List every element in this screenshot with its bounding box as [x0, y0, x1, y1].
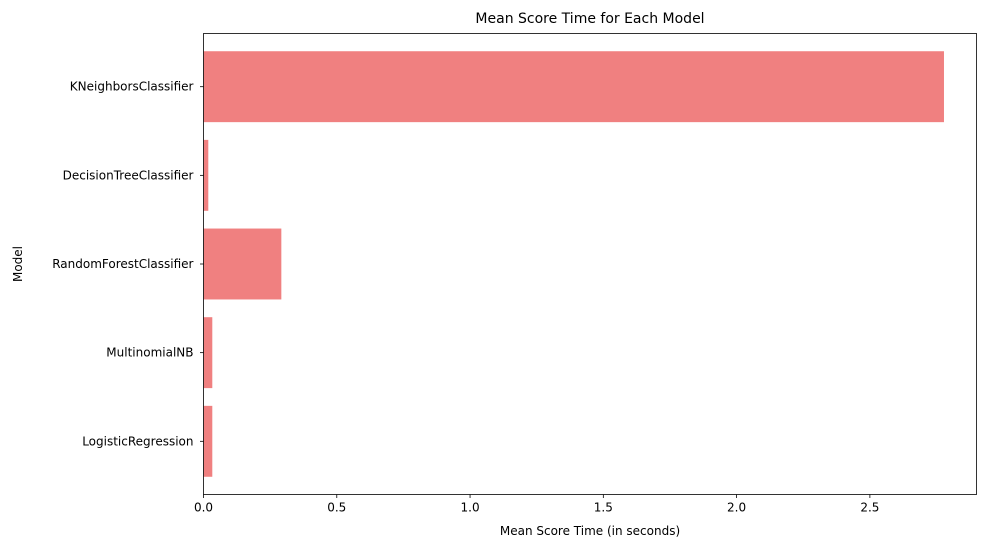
chart-title: Mean Score Time for Each Model [475, 11, 704, 27]
y-tick-label: LogisticRegression [82, 434, 193, 448]
x-axis-label: Mean Score Time (in seconds) [500, 524, 680, 538]
x-tick-label: 1.0 [461, 501, 480, 515]
bar-KNeighborsClassifier [203, 51, 944, 123]
x-tick-label: 1.5 [594, 501, 613, 515]
x-axis-ticks: 0.0 0.5 1.0 1.5 2.0 2.5 [194, 494, 879, 515]
bar-DecisionTreeClassifier [203, 139, 209, 211]
x-tick-label: 0.0 [194, 501, 213, 515]
y-axis-ticks: LogisticRegression MultinomialNB RandomFor… [52, 80, 204, 448]
x-tick-label: 2.0 [727, 501, 746, 515]
bars-group [203, 51, 944, 477]
bar-RandomForestClassifier [203, 228, 282, 300]
y-tick-label: KNeighborsClassifier [70, 80, 194, 94]
y-axis-label: Model [11, 246, 25, 282]
y-tick-label: MultinomialNB [106, 346, 193, 360]
x-tick-label: 0.5 [327, 501, 346, 515]
y-tick-label: RandomForestClassifier [52, 257, 193, 271]
y-tick-label: DecisionTreeClassifier [63, 168, 194, 182]
bar-LogisticRegression [203, 405, 213, 477]
x-tick-label: 2.5 [860, 501, 879, 515]
bar-MultinomialNB [203, 317, 213, 389]
